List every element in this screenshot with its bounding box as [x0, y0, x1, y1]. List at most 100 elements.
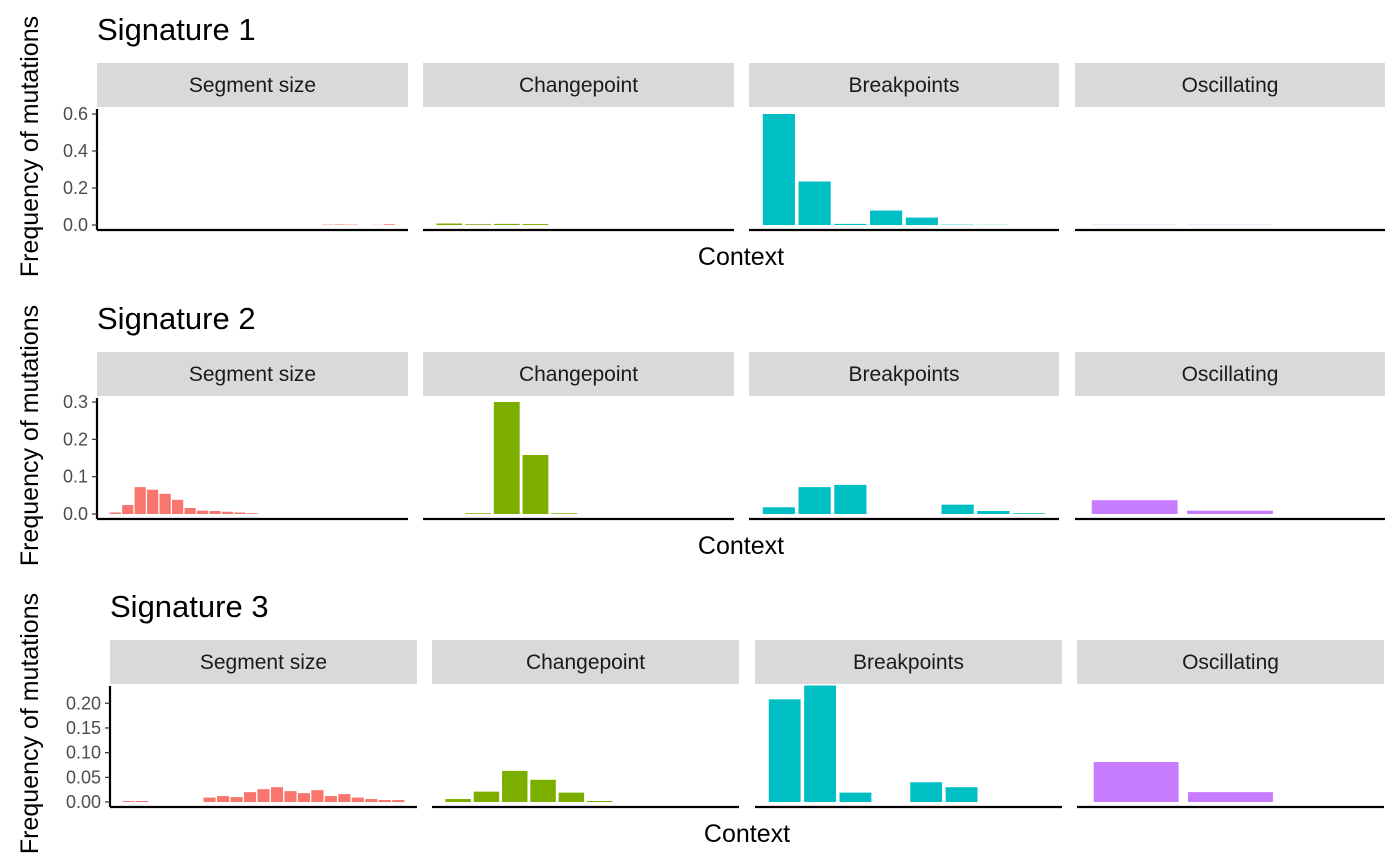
bar [1188, 792, 1273, 802]
bar [804, 685, 836, 802]
bar [351, 797, 364, 802]
facet-strip-label: Segment size [189, 74, 316, 97]
facet-strip-label: Oscillating [1182, 363, 1279, 386]
facet-strip-label: Breakpoints [853, 651, 964, 674]
facet-strip-label: Breakpoints [849, 74, 960, 97]
bar [762, 114, 795, 225]
bar [493, 402, 520, 514]
bar [910, 782, 943, 802]
bar [768, 699, 801, 802]
y-tick-label: 0.20 [66, 693, 101, 713]
bar [324, 796, 337, 802]
facet-strip-label: Oscillating [1182, 74, 1279, 97]
bar [221, 511, 234, 514]
bar [159, 493, 171, 514]
y-tick-label: 0.10 [66, 743, 101, 763]
y-tick-label: 0.4 [63, 141, 88, 161]
bar [297, 793, 310, 802]
bar [465, 224, 491, 225]
facet-strip [1077, 640, 1384, 684]
facet-strip-label: Segment size [189, 363, 316, 386]
facet-changepoint: Changepoint [423, 352, 734, 521]
facet-oscillating: Oscillating [1075, 352, 1385, 521]
bar [311, 790, 324, 802]
bar [558, 792, 585, 802]
bar [334, 224, 346, 225]
y-axis-label: Frequency of mutations [16, 593, 44, 854]
bar [945, 787, 978, 802]
facet-strip-label: Changepoint [519, 363, 638, 386]
facet-strip [749, 352, 1059, 396]
bar [941, 504, 974, 514]
bar [977, 511, 1010, 514]
facet-changepoint: Changepoint [432, 640, 739, 809]
facet-strip [97, 63, 408, 107]
facet-strip [755, 640, 1062, 684]
bar [502, 770, 528, 802]
facet-segment-size: Segment size [110, 640, 417, 809]
bar [365, 799, 378, 802]
facet-oscillating: Oscillating [1077, 640, 1384, 809]
y-tick-label: 0.1 [63, 467, 88, 487]
bar [257, 789, 270, 802]
facet-breakpoints: Breakpoints [749, 63, 1059, 232]
bar [870, 210, 903, 225]
y-tick-label: 0.0 [63, 215, 88, 235]
signature-3-plot: Signature 3 Frequency of mutations 0.00 0.0… [16, 589, 1384, 854]
bar [246, 513, 259, 514]
signature-title: Signature 1 [97, 12, 256, 47]
bar [147, 489, 159, 514]
bar [172, 499, 184, 514]
y-tick-label: 0.05 [66, 767, 101, 787]
bar [122, 505, 134, 514]
bar [551, 513, 578, 514]
bar [230, 797, 243, 802]
facet-strip [423, 63, 734, 107]
facet-strip [97, 352, 408, 396]
bar [122, 801, 135, 802]
facet-strip-label: Breakpoints [849, 363, 960, 386]
bar [284, 791, 297, 802]
y-axis-label: Frequency of mutations [16, 16, 44, 277]
bar [839, 792, 872, 802]
bar [436, 223, 463, 225]
bar [378, 800, 391, 802]
bar [798, 181, 831, 225]
y-axis-label: Frequency of mutations [16, 305, 44, 566]
bar [493, 223, 520, 225]
bar [134, 487, 146, 514]
bar [217, 796, 230, 802]
facet-strip-label: Changepoint [519, 74, 638, 97]
bar [522, 224, 549, 225]
facet-breakpoints: Breakpoints [749, 352, 1059, 521]
bar [209, 511, 221, 514]
bar [586, 801, 613, 802]
facet-strip [749, 63, 1059, 107]
facet-strip [432, 640, 739, 684]
y-tick-label: 0.3 [63, 392, 88, 412]
facet-breakpoints: Breakpoints [755, 640, 1062, 809]
bar [338, 794, 351, 802]
y-tick-label: 0.0 [63, 504, 88, 524]
y-tick-label: 0.6 [63, 104, 88, 124]
bar [136, 801, 149, 802]
y-tick-label: 0.00 [66, 792, 101, 812]
bar [392, 800, 405, 802]
x-axis-label: Context [698, 532, 784, 560]
bar [762, 507, 795, 514]
bar [473, 791, 500, 802]
facet-strip-label: Segment size [200, 651, 327, 674]
bar [465, 513, 491, 514]
facet-strip [1075, 63, 1385, 107]
bar [522, 455, 549, 514]
bar [203, 797, 216, 802]
bar [834, 484, 867, 514]
bar [1187, 510, 1273, 514]
bar [234, 512, 246, 514]
bar [1013, 513, 1046, 514]
bar [184, 508, 196, 514]
facet-segment-size: Segment size [97, 352, 408, 521]
bar [270, 787, 284, 802]
bar [530, 779, 556, 802]
